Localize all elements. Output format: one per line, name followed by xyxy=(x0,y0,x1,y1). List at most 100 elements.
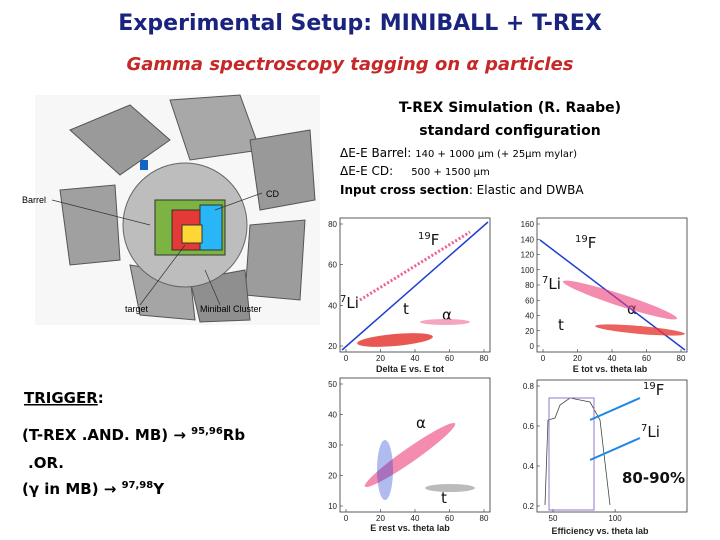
mass-number: 7 xyxy=(641,423,647,434)
scatter-band xyxy=(364,422,456,488)
value: : Elastic and DWBA xyxy=(469,183,585,197)
barrel-line: ΔE-E Barrel: 140 + 1000 μm (+ 25μm mylar) xyxy=(340,146,577,160)
setup-label: target xyxy=(125,304,149,314)
scatter-band xyxy=(562,280,678,320)
particle-label: t xyxy=(441,489,447,507)
y-tick-label: 40 xyxy=(328,301,337,310)
trigger-line: (γ in MB) → 97,98Y xyxy=(22,480,165,498)
label: ΔE-E CD: xyxy=(340,164,393,178)
x-tick-label: 20 xyxy=(573,354,582,363)
symbol: Li xyxy=(647,423,660,441)
x-tick-label: 40 xyxy=(411,514,420,523)
scatter-band xyxy=(425,484,475,492)
y-tick-label: 160 xyxy=(521,220,535,229)
x-tick-label: 50 xyxy=(549,514,558,523)
plot-panel: 0 20 40 60 80 10 20 30 40 50 E rest vs. theta lab α… xyxy=(328,377,491,533)
x-tick-label: 60 xyxy=(445,514,454,523)
y-tick-label: 80 xyxy=(328,220,337,229)
plot-panel: 0 20 40 60 80 20 40 60 80 Delta E vs. E tot 19F 7Li… xyxy=(328,217,491,374)
y-tick-label: 0 xyxy=(530,342,535,351)
symbol: t xyxy=(558,316,564,334)
symbol: Li xyxy=(346,294,359,312)
trigger-heading: TRIGGER: xyxy=(24,389,104,407)
panel-caption: Delta E vs. E tot xyxy=(376,364,444,374)
panel-caption: E tot vs. theta lab xyxy=(573,364,648,374)
mass-number: 7 xyxy=(340,294,346,305)
symbol: Rb xyxy=(223,426,246,444)
scatter-band xyxy=(548,397,595,511)
particle-label: 19F xyxy=(418,231,439,249)
y-tick-label: 20 xyxy=(328,472,337,481)
scatter-band xyxy=(589,397,641,421)
x-tick-label: 60 xyxy=(445,354,454,363)
panel-caption: Efficiency vs. theta lab xyxy=(551,526,649,536)
symbol: Li xyxy=(548,275,561,293)
scatter-band xyxy=(357,333,433,347)
y-tick-label: 120 xyxy=(521,251,535,260)
setup-label: Miniball Cluster xyxy=(200,304,262,314)
symbol: F xyxy=(656,381,665,399)
symbol: α xyxy=(416,414,426,432)
y-tick-label: 20 xyxy=(328,342,337,351)
label: Input cross section xyxy=(340,183,469,197)
particle-label: 7Li xyxy=(641,423,660,441)
y-tick-label: 0.8 xyxy=(523,382,535,391)
subtitle: Gamma spectroscopy tagging on α particle… xyxy=(127,54,574,75)
y-tick-label: 40 xyxy=(525,312,534,321)
text: (T-REX .AND. MB) → xyxy=(22,426,191,444)
x-tick-label: 80 xyxy=(677,354,686,363)
y-tick-label: 20 xyxy=(525,327,534,336)
particle-label: t xyxy=(558,316,564,334)
symbol: Y xyxy=(152,480,165,498)
particle-label: 19F xyxy=(575,234,596,252)
symbol: α xyxy=(442,306,452,324)
trigger-line: (T-REX .AND. MB) → 95,96Rb xyxy=(22,426,245,444)
plot-panel: 50 100 0.2 0.4 0.6 0.8 Efficiency vs. theta la… xyxy=(523,379,688,536)
y-tick-label: 80 xyxy=(525,281,534,290)
mass-number: 19 xyxy=(643,381,656,392)
scatter-band xyxy=(589,437,641,461)
scatter-band xyxy=(341,221,489,351)
symbol: F xyxy=(431,231,440,249)
particle-label: 80-90% xyxy=(622,469,685,487)
y-tick-label: 0.2 xyxy=(523,502,535,511)
colon: : xyxy=(98,389,104,407)
particle-label: 19F xyxy=(643,381,664,399)
symbol: t xyxy=(403,300,409,318)
mass-number: 7 xyxy=(542,275,548,286)
y-tick-label: 60 xyxy=(525,296,534,305)
setup-label: Barrel xyxy=(22,195,46,205)
x-tick-label: 60 xyxy=(642,354,651,363)
x-tick-label: 0 xyxy=(541,354,546,363)
value: 500 + 1500 μm xyxy=(411,167,490,178)
x-tick-label: 80 xyxy=(480,514,489,523)
label: TRIGGER xyxy=(24,389,98,407)
particle-label: 7Li xyxy=(340,294,359,312)
panel-caption: E rest vs. theta lab xyxy=(370,523,450,533)
y-tick-label: 140 xyxy=(521,235,535,244)
mass-number: 19 xyxy=(575,234,588,245)
x-tick-label: 0 xyxy=(344,514,349,523)
y-tick-label: 0.4 xyxy=(523,462,535,471)
trigger-or: .OR. xyxy=(28,454,64,472)
mass: 95,96 xyxy=(191,426,223,437)
cd-line: ΔE-E CD: 500 + 1500 μm xyxy=(340,164,490,178)
label: ΔE-E Barrel: xyxy=(340,146,411,160)
y-tick-label: 10 xyxy=(328,502,337,511)
x-tick-label: 20 xyxy=(376,354,385,363)
particle-label: t xyxy=(403,300,409,318)
symbol: F xyxy=(588,234,597,252)
x-tick-label: 80 xyxy=(480,354,489,363)
title: Experimental Setup: MINIBALL + T-REX xyxy=(118,11,602,36)
mass-number: 19 xyxy=(418,231,431,242)
x-tick-label: 20 xyxy=(376,514,385,523)
scatter-band xyxy=(359,230,471,302)
mass: 97,98 xyxy=(122,480,154,491)
particle-label: 7Li xyxy=(542,275,561,293)
y-tick-label: 50 xyxy=(328,380,337,389)
detector-image xyxy=(35,94,320,325)
x-tick-label: 40 xyxy=(411,354,420,363)
y-tick-label: 0.6 xyxy=(523,422,535,431)
text: (γ in MB) → xyxy=(22,480,122,498)
